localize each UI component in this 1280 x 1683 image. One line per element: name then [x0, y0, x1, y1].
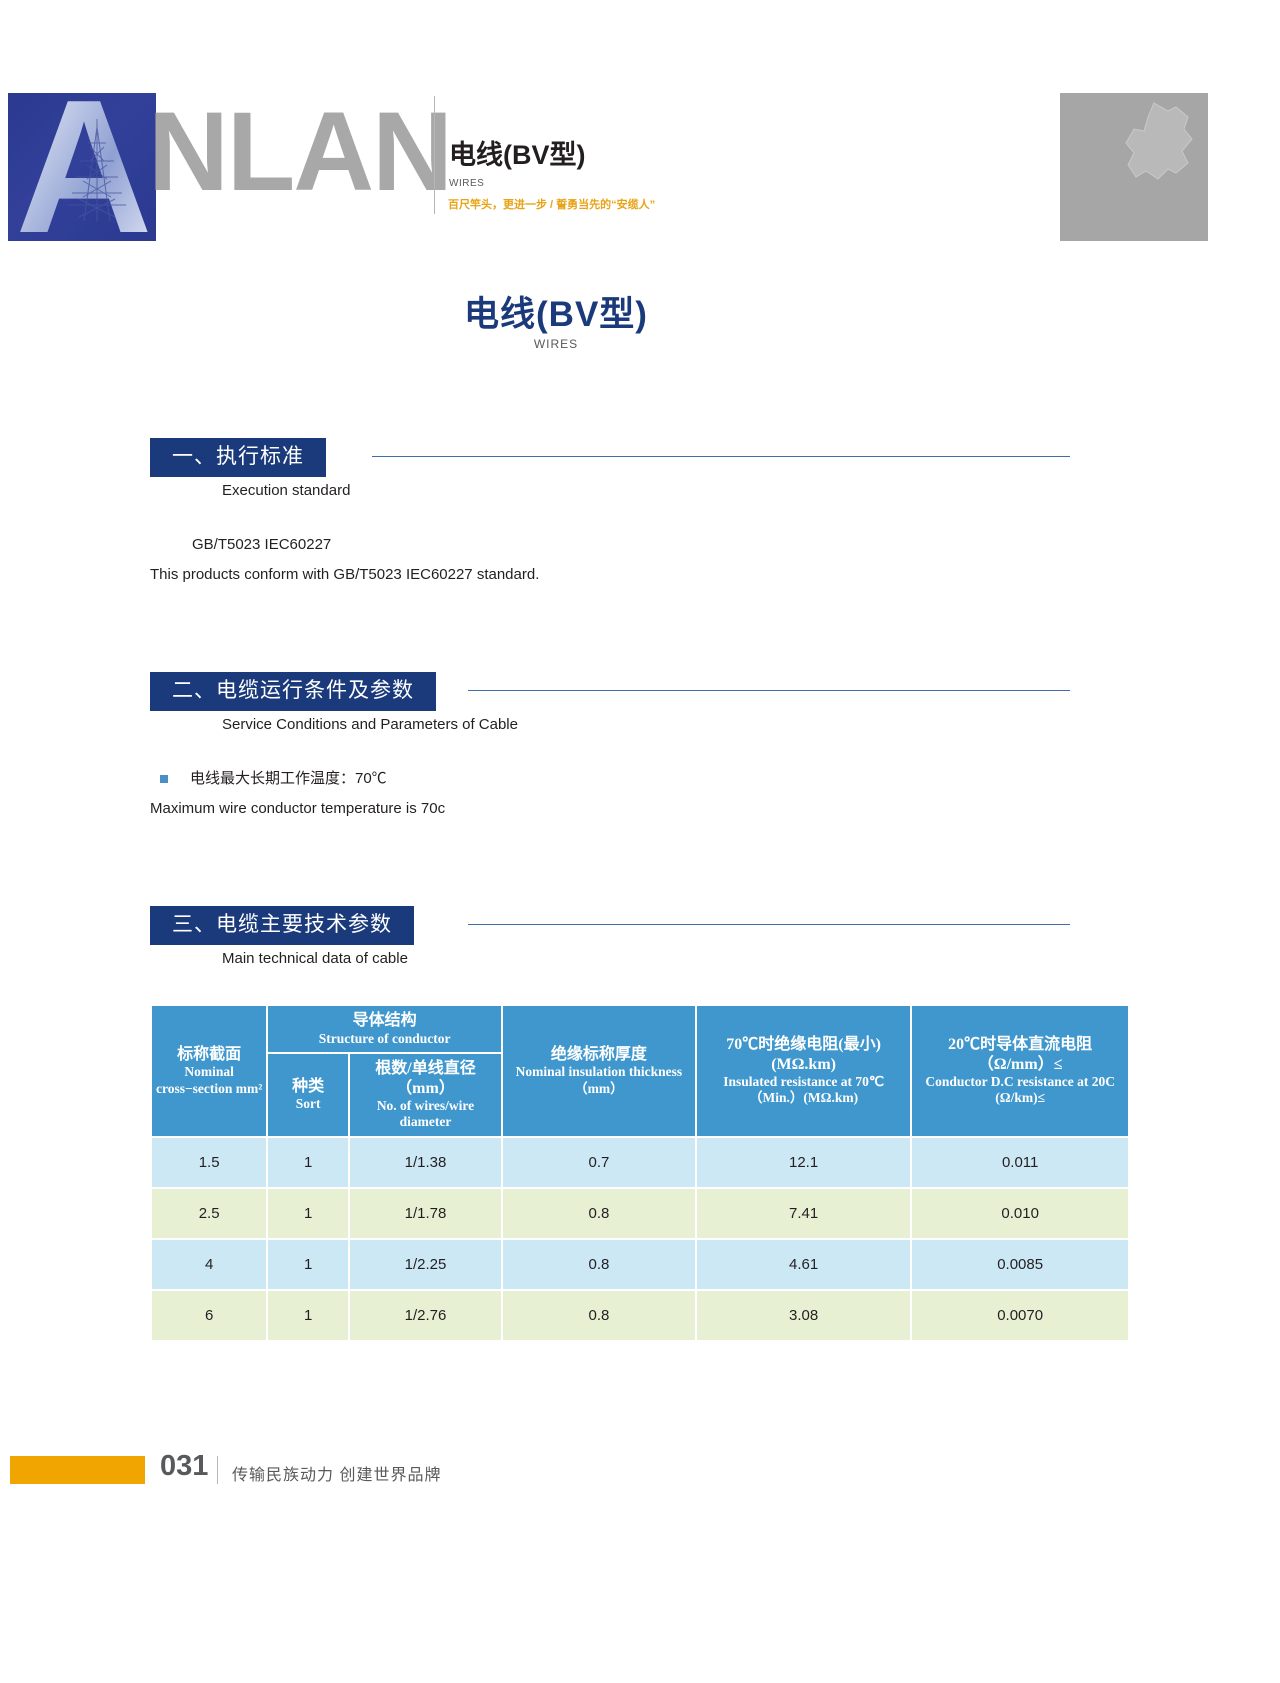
- page-title: 电线(BV型): [464, 295, 648, 334]
- th-no-of-wires: 根数/单线直径（mm） No. of wires/wire diameter: [350, 1053, 501, 1136]
- technical-data-table-wrapper: 标称截面 Nominal cross−section mm² 导体结构 Stru…: [150, 1004, 1130, 1342]
- cell-dc20: 0.0085: [912, 1239, 1128, 1289]
- cell-nominal: 2.5: [152, 1188, 267, 1238]
- section-2-subheading: Service Conditions and Parameters of Cab…: [222, 716, 518, 733]
- table-row: 1.5 1 1/1.38 0.7 12.1 0.011: [152, 1137, 1128, 1187]
- th-dc-en: Conductor D.C resistance at 20C (Ω/km)≤: [925, 1074, 1115, 1106]
- header-decorative-box: [1060, 93, 1208, 241]
- section-execution-standard: 一、执行标准 Execution standard: [150, 438, 1070, 499]
- th-dc-cn: 20℃时导体直流电阻: [948, 1035, 1093, 1053]
- th-ir-cn-unit: (MΩ.km): [771, 1055, 836, 1073]
- company-logo: A: [8, 93, 156, 241]
- temperature-bullet-en: Maximum wire conductor temperature is 70…: [150, 800, 446, 817]
- cell-wires: 1/2.76: [350, 1290, 501, 1340]
- header-divider: [434, 96, 435, 214]
- page-title-sub: WIRES: [533, 337, 579, 351]
- th-nominal-en: Nominal cross−section mm²: [155, 1064, 263, 1096]
- cell-ir70: 7.41: [696, 1188, 911, 1238]
- temperature-bullet-cn: 电线最大长期工作温度：70℃: [190, 770, 387, 787]
- th-insulation-cn: 绝缘标称厚度: [550, 1045, 647, 1063]
- section-service-conditions: 二、电缆运行条件及参数 Service Conditions and Param…: [150, 672, 1070, 733]
- th-nominal-cross-section: 标称截面 Nominal cross−section mm²: [152, 1006, 267, 1136]
- th-sort-en: Sort: [295, 1096, 321, 1112]
- cell-insulation: 0.7: [502, 1137, 695, 1187]
- cell-ir70: 3.08: [696, 1290, 911, 1340]
- table-header-row-2: 种类 Sort 根数/单线直径（mm） No. of wires/wire di…: [152, 1053, 1128, 1136]
- standard-conformance-text: This products conform with GB/T5023 IEC6…: [150, 566, 540, 583]
- standard-codes: GB/T5023 IEC60227: [192, 536, 332, 553]
- section-1-heading: 一、执行标准: [150, 438, 326, 478]
- cell-nominal: 4: [152, 1239, 267, 1289]
- th-sort: 种类 Sort: [268, 1053, 349, 1136]
- logo-wordmark: NLAN: [148, 89, 453, 214]
- cell-sort: 1: [268, 1290, 349, 1340]
- header-product-title: 电线(BV型): [449, 140, 586, 170]
- page-header: A NLAN 电线(BV型) WIRES 百尺竿头，更进一步 / 誓勇当先的“安…: [0, 0, 1280, 260]
- footer-tagline: 传输民族动力 创建世界品牌: [232, 1467, 442, 1484]
- th-nominal-insulation-thickness: 绝缘标称厚度 Nominal insulation thickness（mm）: [502, 1006, 695, 1136]
- cell-insulation: 0.8: [502, 1290, 695, 1340]
- cell-wires: 1/2.25: [350, 1239, 501, 1289]
- cell-ir70: 4.61: [696, 1239, 911, 1289]
- cell-dc20: 0.0070: [912, 1290, 1128, 1340]
- cell-nominal: 1.5: [152, 1137, 267, 1187]
- footer-divider: [217, 1456, 218, 1484]
- page-footer: 031 传输民族动力 创建世界品牌: [0, 1452, 1280, 1496]
- logo-letter-a: A: [15, 93, 152, 241]
- th-nominal-cn: 标称截面: [177, 1045, 242, 1063]
- section-1-rule: [372, 456, 1070, 457]
- section-3-heading: 三、电缆主要技术参数: [150, 906, 414, 946]
- section-2-heading: 二、电缆运行条件及参数: [150, 672, 436, 712]
- transmission-tower-icon: [68, 119, 126, 222]
- cell-insulation: 0.8: [502, 1188, 695, 1238]
- section-3-rule: [468, 924, 1070, 925]
- footer-page-number: 031: [160, 1450, 209, 1482]
- th-sort-cn: 种类: [292, 1077, 325, 1095]
- cell-wires: 1/1.78: [350, 1188, 501, 1238]
- bullet-square-icon: [160, 775, 168, 783]
- cell-insulation: 0.8: [502, 1239, 695, 1289]
- technical-data-table: 标称截面 Nominal cross−section mm² 导体结构 Stru…: [150, 1004, 1130, 1342]
- cell-nominal: 6: [152, 1290, 267, 1340]
- cell-sort: 1: [268, 1188, 349, 1238]
- temperature-bullet-item: 电线最大长期工作温度：70℃: [150, 768, 387, 791]
- section-3-subheading: Main technical data of cable: [222, 950, 408, 967]
- cell-ir70: 12.1: [696, 1137, 911, 1187]
- map-outline-icon: [1125, 102, 1193, 180]
- th-ir-en: Insulated resistance at 70℃（Min.）(MΩ.km): [723, 1074, 884, 1106]
- header-slogan: 百尺竿头，更进一步 / 誓勇当先的“安缆人”: [448, 199, 656, 211]
- header-product-subtitle: WIRES: [449, 178, 485, 189]
- th-dc-cn-unit: （Ω/mm）≤: [977, 1055, 1063, 1073]
- table-header-row-1: 标称截面 Nominal cross−section mm² 导体结构 Stru…: [152, 1006, 1128, 1136]
- cell-sort: 1: [268, 1137, 349, 1187]
- th-dc-resistance-20c: 20℃时导体直流电阻 （Ω/mm）≤ Conductor D.C resista…: [912, 1006, 1128, 1136]
- th-insulation-en: Nominal insulation thickness（mm）: [515, 1064, 683, 1096]
- footer-accent-bar: [10, 1456, 145, 1484]
- cell-sort: 1: [268, 1239, 349, 1289]
- th-structure-en: Structure of conductor: [318, 1030, 451, 1046]
- th-wires-cn: 根数/单线直径（mm）: [375, 1059, 476, 1097]
- table-row: 4 1 1/2.25 0.8 4.61 0.0085: [152, 1239, 1128, 1289]
- section-2-rule: [468, 690, 1070, 691]
- th-structure-of-conductor: 导体结构 Structure of conductor: [268, 1006, 501, 1052]
- section-1-subheading: Execution standard: [222, 482, 351, 499]
- section-main-technical-data: 三、电缆主要技术参数 Main technical data of cable: [150, 906, 1070, 967]
- cell-dc20: 0.011: [912, 1137, 1128, 1187]
- th-ir-cn: 70℃时绝缘电阻(最小): [726, 1035, 881, 1053]
- cell-dc20: 0.010: [912, 1188, 1128, 1238]
- th-insulation-resistance-70c: 70℃时绝缘电阻(最小) (MΩ.km) Insulated resistanc…: [696, 1006, 911, 1136]
- table-row: 2.5 1 1/1.78 0.8 7.41 0.010: [152, 1188, 1128, 1238]
- table-row: 6 1 1/2.76 0.8 3.08 0.0070: [152, 1290, 1128, 1340]
- table-body: 1.5 1 1/1.38 0.7 12.1 0.011 2.5 1 1/1.78…: [152, 1137, 1128, 1340]
- th-structure-cn: 导体结构: [352, 1012, 417, 1029]
- cell-wires: 1/1.38: [350, 1137, 501, 1187]
- th-wires-en: No. of wires/wire diameter: [376, 1098, 475, 1130]
